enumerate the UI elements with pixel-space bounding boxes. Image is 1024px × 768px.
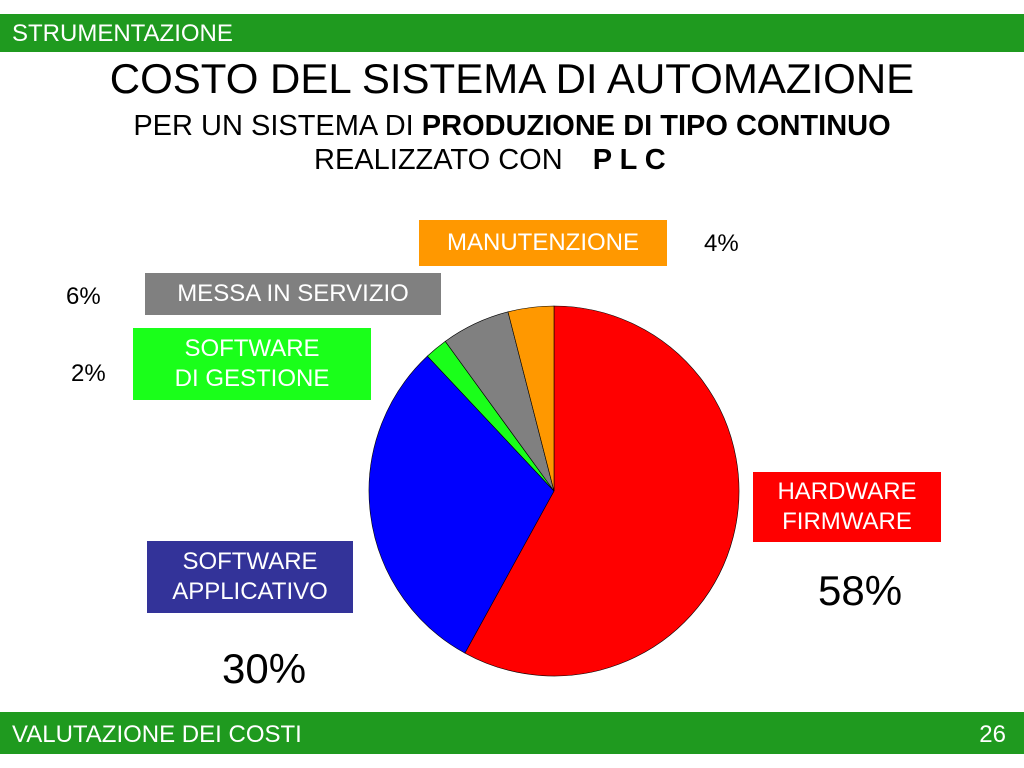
subtitle-bold: PRODUZIONE DI TIPO CONTINUO (421, 110, 891, 142)
value-label-software-di-gestione: 2% (71, 360, 106, 387)
value-label-manutenzione: 4% (704, 230, 739, 257)
slide-title: COSTO DEL SISTEMA DI AUTOMAZIONE (109, 55, 915, 102)
legend-label-messa-in-servizio: MESSA IN SERVIZIO (145, 273, 441, 315)
header-bar: STRUMENTAZIONE (0, 14, 1024, 52)
footer-bar: VALUTAZIONE DEI COSTI 26 (0, 712, 1024, 754)
pie-slice-manutenzione (507, 305, 555, 492)
label-line: MANUTENZIONE (447, 229, 639, 256)
label-line: APPLICATIVO (172, 578, 328, 605)
header-section-title: STRUMENTAZIONE (12, 20, 233, 47)
value-label-messa-in-servizio: 6% (66, 283, 101, 310)
label-line: SOFTWARE (184, 335, 320, 362)
legend-label-manutenzione: MANUTENZIONE (419, 220, 667, 266)
subtitle-prefix: PER UN SISTEMA DI (133, 110, 422, 142)
label-line: FIRMWARE (782, 508, 912, 535)
pie-slice-software-applicativo (368, 355, 555, 654)
subtitle2-bold: P L C (592, 144, 666, 176)
footer-section-title: VALUTAZIONE DEI COSTI (12, 721, 302, 748)
page-number: 26 (979, 721, 1006, 748)
label-line: SOFTWARE (182, 548, 318, 575)
subtitle2-prefix: REALIZZATO CON (314, 144, 563, 176)
slide-subtitle-2: REALIZZATO CON P L C (314, 146, 666, 175)
legend-label-software-applicativo: SOFTWARE APPLICATIVO (147, 541, 353, 613)
pie-slice-hardware-firmware (464, 305, 740, 677)
slide-subtitle: PER UN SISTEMA DI PRODUZIONE DI TIPO CON… (0, 112, 1024, 141)
label-line: DI GESTIONE (174, 365, 330, 392)
value-label-software-applicativo: 30% (222, 645, 307, 692)
label-line: HARDWARE (777, 478, 917, 505)
label-line: MESSA IN SERVIZIO (177, 280, 409, 307)
legend-label-software-di-gestione: SOFTWARE DI GESTIONE (133, 328, 371, 400)
value-label-hardware-firmware: 58% (818, 567, 903, 614)
legend-label-hardware-firmware: HARDWARE FIRMWARE (753, 472, 941, 542)
